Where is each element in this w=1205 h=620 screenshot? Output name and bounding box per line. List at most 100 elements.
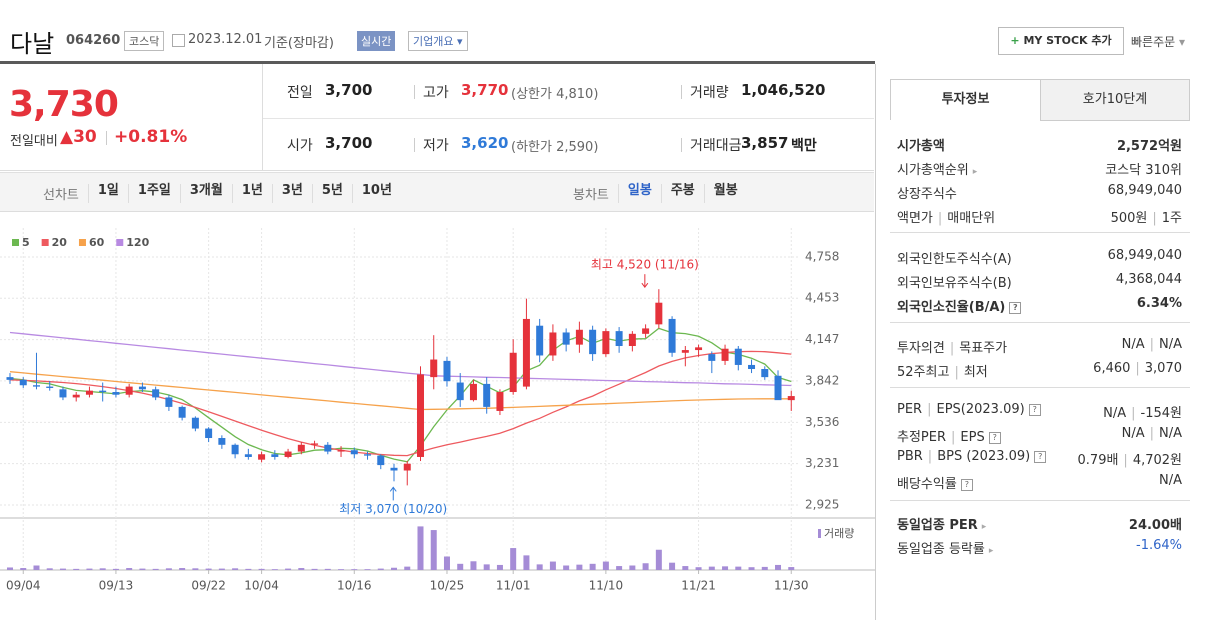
volume-bar: [245, 568, 252, 570]
candle-body: [59, 389, 67, 398]
volume-bar: [496, 564, 503, 570]
row-value: 68,949,040: [1108, 183, 1182, 198]
arrow-icon: ▸: [972, 167, 978, 177]
period-tab[interactable]: 1일: [87, 184, 128, 203]
label-text: 상장주식수: [897, 187, 957, 202]
stat-value: 3,770: [461, 81, 509, 99]
volume-bar: [298, 568, 305, 570]
volume-bar: [232, 568, 239, 570]
volume-bar: [311, 568, 318, 570]
candle-tab[interactable]: 일봉: [617, 184, 661, 203]
row-label: PER | EPS(2023.09)?: [897, 402, 1041, 417]
volume-bar: [205, 568, 212, 570]
help-icon: ?: [960, 478, 973, 491]
volume-bar: [417, 526, 424, 570]
candle-body: [152, 389, 160, 398]
label-text: PBR: [897, 449, 923, 464]
company-button[interactable]: 기업개요 ▾: [408, 31, 468, 51]
change-sep: [106, 131, 107, 145]
tab-invest[interactable]: 투자정보: [890, 79, 1041, 120]
candle-body: [787, 396, 795, 401]
candle-body: [205, 428, 213, 439]
value-text: 500원: [1110, 211, 1148, 226]
volume-bar: [470, 561, 477, 570]
row-value: N/A | N/A: [1122, 426, 1182, 441]
period-tab[interactable]: 3년: [271, 184, 312, 203]
stat-extra-label: 상한가: [516, 87, 552, 102]
quick-order[interactable]: 빠른주문 ▾: [1131, 35, 1186, 49]
volume-bar: [258, 568, 265, 570]
period-tab[interactable]: 3개월: [179, 184, 232, 203]
tab-orderbook[interactable]: 호가10단계: [1040, 79, 1190, 121]
base-basis: 기준(장마감): [264, 36, 334, 51]
legend-swatch: [41, 239, 49, 246]
ma-line: [9, 331, 792, 387]
volume-bar: [179, 568, 186, 570]
row-value: 4,368,044: [1116, 272, 1182, 287]
candle-tab[interactable]: 월봉: [703, 184, 747, 203]
candle-body: [377, 455, 385, 466]
legend-swatch: [78, 239, 86, 246]
candle-body: [32, 385, 40, 387]
candle-tabs: 봉차트 일봉 주봉 월봉: [564, 184, 747, 203]
legend-swatch: [12, 239, 19, 246]
period-tab[interactable]: 1년: [231, 184, 272, 203]
candle-body: [602, 331, 610, 355]
value-text: 3,070: [1144, 361, 1182, 376]
volume-bar: [642, 563, 649, 570]
row-label: 액면가 | 매매단위: [897, 207, 995, 226]
volume-bar: [364, 569, 371, 570]
candle-tab[interactable]: 주봉: [660, 184, 704, 203]
candle-body: [46, 386, 54, 388]
period-tab[interactable]: 5년: [311, 184, 352, 203]
candle-body: [324, 444, 332, 452]
row-label: 외국인보유주식수(B): [897, 272, 1012, 291]
volume-bar: [457, 563, 464, 570]
mystock-button[interactable]: + MY STOCK 추가: [998, 27, 1124, 55]
volume-bar: [99, 568, 106, 570]
volume-bar: [377, 568, 384, 570]
row-value: 2,572억원: [1117, 135, 1182, 154]
period-tab[interactable]: 1주일: [127, 184, 180, 203]
annotation-arrowhead: [641, 282, 649, 289]
stat-label: 거래량: [690, 85, 729, 101]
volume-bar: [6, 567, 13, 570]
candle-body: [258, 454, 266, 460]
legend-label: 120: [126, 236, 149, 249]
volume-bar: [46, 568, 53, 570]
legend-label: 5: [22, 236, 30, 249]
row-divider: [890, 232, 1190, 233]
x-tick-label: 09/04: [6, 579, 41, 593]
y-tick-label: 4,453: [805, 291, 839, 305]
volume-bar: [695, 567, 702, 570]
value-sep: |: [1123, 453, 1128, 468]
candle-body: [695, 347, 703, 351]
row-label: 시가총액순위 ▸: [897, 159, 977, 178]
candle-body: [178, 406, 186, 418]
mystock-label: MY STOCK 추가: [1023, 34, 1112, 47]
candle-body: [72, 394, 80, 398]
stat-value: 3,857: [741, 134, 789, 152]
change-label: 전일대비: [10, 134, 58, 149]
candle-body: [748, 364, 756, 370]
volume-bar: [112, 568, 119, 570]
realtime-button[interactable]: 실시간: [357, 31, 396, 51]
quote-box: [0, 64, 874, 171]
label-text: 시가총액순위: [897, 163, 969, 178]
help-icon: ?: [1034, 450, 1047, 463]
row-value: N/A | N/A: [1122, 337, 1182, 352]
volume-bar: [483, 564, 490, 570]
period-tab[interactable]: 10년: [351, 184, 401, 203]
row-label: 동일업종 등락률 ▸: [897, 538, 993, 557]
candle-body: [350, 450, 358, 455]
value-sep: |: [1131, 406, 1136, 421]
row-label: 배당수익률?: [897, 473, 973, 492]
candle-body: [496, 392, 504, 411]
x-tick-label: 11/21: [681, 579, 716, 593]
value-text: N/A: [1159, 473, 1182, 488]
volume-bar: [139, 568, 146, 570]
value-text: N/A: [1103, 406, 1127, 421]
row-label: 상장주식수: [897, 183, 957, 202]
price-chart: 4,758 4,453 4,147 3,842 3,536 3,231 2,925 09/04…: [0, 228, 875, 593]
row-value: 6.34%: [1137, 296, 1182, 311]
